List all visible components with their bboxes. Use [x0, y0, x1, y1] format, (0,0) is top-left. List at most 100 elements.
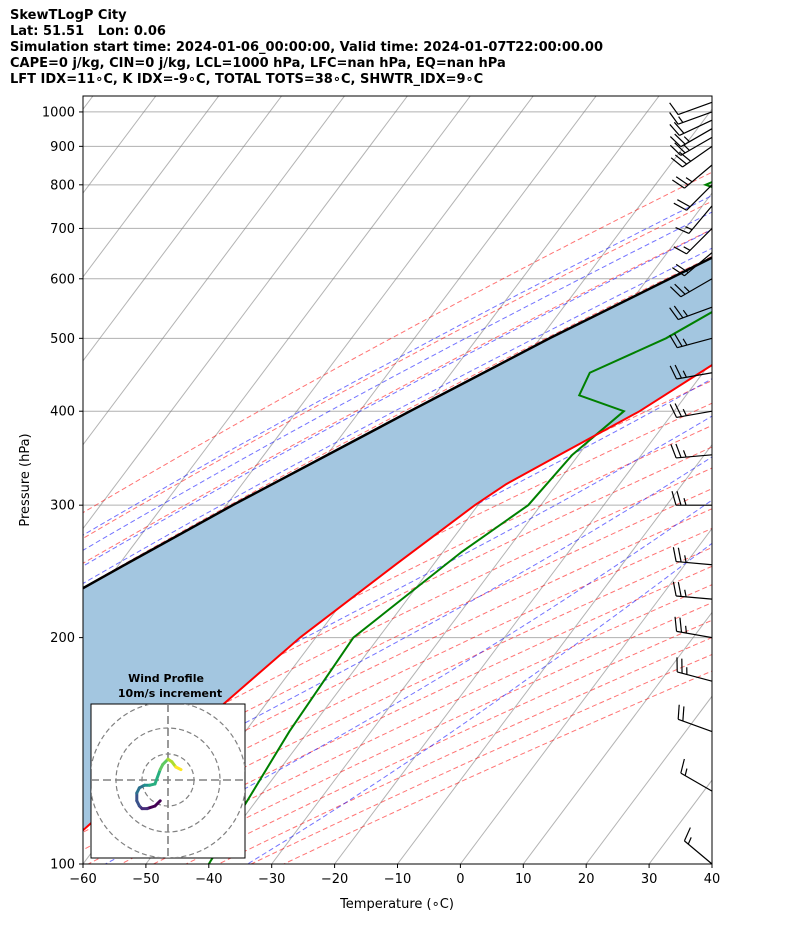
dry-adiabat: [83, 200, 712, 540]
cin-shading: [83, 257, 712, 831]
wind-barb-staff: [676, 595, 713, 600]
x-tick-label: −40: [195, 872, 222, 887]
y-tick-label: 1000: [42, 105, 75, 120]
wind-barb-half-flag: [682, 450, 687, 458]
isotherm: [711, 863, 712, 864]
wind-barb: [683, 827, 713, 865]
wind-barb: [672, 252, 713, 277]
wind-barb: [675, 205, 713, 235]
dry-adiabat: [83, 446, 712, 760]
wind-barb: [669, 333, 713, 349]
wind-barb-half-flag: [683, 498, 687, 506]
parcel-profile-line: [83, 256, 712, 590]
hodograph-title: Wind Profile: [128, 672, 204, 685]
wind-barbs: [669, 101, 713, 865]
wind-barb-flag: [669, 404, 678, 418]
wind-barb: [677, 704, 713, 733]
wind-barb-half-flag: [687, 837, 692, 845]
wind-barb-staff: [680, 278, 713, 298]
isotherm: [585, 695, 712, 864]
wind-barb-flag: [679, 151, 692, 162]
wind-barb-staff: [677, 671, 713, 682]
wind-barb-flag: [676, 491, 682, 506]
wind-barb-half-flag: [685, 226, 693, 231]
isotherm: [83, 96, 471, 614]
wind-barb-half-flag: [682, 408, 687, 416]
wind-barb-flag: [677, 582, 682, 597]
time-line: Simulation start time: 2024-01-06_00:00:…: [10, 40, 603, 55]
wind-barb-staff: [682, 145, 713, 168]
wind-barb: [669, 305, 713, 321]
wind-barb-flag: [675, 263, 689, 274]
wind-barb-half-flag: [685, 177, 693, 183]
wind-barb: [672, 581, 713, 600]
wind-barb-flag: [680, 758, 685, 774]
y-tick-label: 200: [50, 631, 75, 646]
wind-barb-flag: [672, 581, 677, 597]
wind-barb-flag: [677, 547, 682, 563]
wind-barb-flag: [673, 246, 687, 255]
wind-barb-staff: [686, 228, 713, 255]
wind-barb: [672, 547, 713, 566]
x-tick-label: −10: [384, 872, 411, 887]
location-line: Lat: 51.51 Lon: 0.06: [10, 24, 166, 39]
wind-barb: [674, 616, 713, 639]
wind-barb: [669, 101, 713, 116]
wind-barb-staff: [684, 840, 713, 865]
wind-barb-flag: [674, 333, 683, 347]
wind-barb-flag: [673, 202, 687, 211]
y-tick-label: 500: [50, 332, 75, 347]
wind-barb-half-flag: [683, 136, 690, 143]
wind-barb-half-flag: [685, 625, 687, 634]
wind-barb-half-flag: [683, 246, 691, 251]
hodograph-inset: Wind Profile 10m/s increment: [90, 672, 246, 859]
dewpoint-line: [207, 180, 712, 864]
moist-adiabat: [83, 228, 712, 567]
wind-barb-staff: [688, 205, 713, 234]
wind-barb-staff: [684, 252, 713, 277]
y-tick-label: 100: [50, 858, 75, 873]
wind-barb-staff: [686, 184, 713, 211]
wind-barb-flag: [674, 364, 683, 379]
isotherm: [334, 359, 712, 864]
x-tick-label: 40: [704, 872, 721, 887]
isotherm: [648, 779, 712, 864]
wind-barb-flag: [669, 334, 678, 348]
wind-barb: [669, 136, 713, 156]
wind-barb-half-flag: [682, 309, 689, 317]
wind-barb-staff: [676, 454, 713, 459]
wind-barb-staff: [680, 128, 713, 148]
isotherm: [83, 96, 534, 698]
wind-barb-flag: [672, 179, 685, 189]
wind-barb-flag: [669, 136, 682, 148]
wind-barb-flag: [677, 704, 680, 720]
wind-barb-staff: [680, 136, 713, 156]
stability-indices-line: LFT IDX=11∘C, K IDX=-9∘C, TOTAL TOTS=38∘…: [10, 72, 484, 87]
wind-barb-flag: [674, 283, 686, 295]
isotherm: [83, 96, 220, 278]
wind-barb-staff: [676, 372, 713, 380]
wind-barb-flag: [675, 226, 690, 235]
wind-barb-flag: [673, 305, 684, 319]
wind-barb: [669, 111, 713, 125]
moist-adiabat: [83, 247, 712, 585]
wind-barb-flag: [674, 403, 683, 417]
wind-barb-flag: [669, 307, 679, 320]
wind-barb-half-flag: [683, 286, 690, 293]
wind-barb-staff: [680, 772, 713, 792]
y-tick-label: 800: [50, 178, 75, 193]
wind-barb-flag: [679, 617, 683, 633]
wind-barb-half-flag: [684, 555, 687, 563]
axes: −60 −50 −40 −30 −20 −10 0 10 20 30 40 1000 900 800 700…: [42, 105, 720, 887]
x-tick-label: 10: [515, 872, 532, 887]
wind-barb: [670, 145, 713, 168]
wind-barb-flag: [674, 616, 678, 632]
mixing-ratio-line: [691, 257, 712, 280]
wind-barb-flag: [669, 286, 682, 298]
wind-barb-staff: [677, 337, 713, 349]
wind-barb: [671, 491, 712, 506]
wind-barb-flag: [672, 267, 685, 277]
wind-barb-flag: [682, 706, 685, 722]
wind-barb-flag: [669, 144, 682, 156]
x-tick-label: 30: [641, 872, 658, 887]
